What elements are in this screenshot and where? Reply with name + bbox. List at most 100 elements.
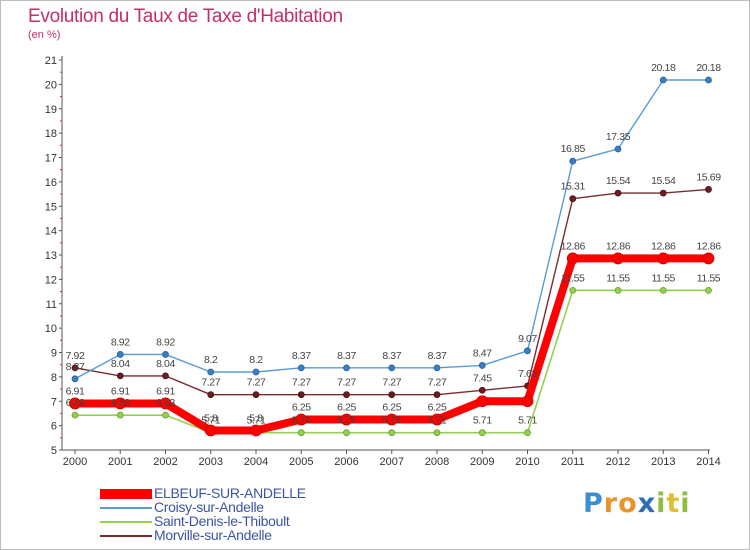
y-tick-label: 10: [45, 323, 57, 335]
data-point: [569, 195, 577, 203]
data-label: 15.54: [651, 175, 676, 187]
data-point: [159, 397, 172, 410]
y-tick-label: 8: [51, 372, 57, 384]
data-label: 5.8: [249, 413, 263, 425]
y-axis-unit: (en %): [28, 29, 61, 41]
legend-swatch: [100, 535, 152, 537]
data-label: 12.86: [651, 240, 676, 252]
data-label: 8.2: [249, 354, 263, 366]
data-label: 5.71: [428, 415, 447, 427]
legend-label: Saint-Denis-le-Thiboult: [154, 513, 290, 529]
data-point: [659, 76, 667, 84]
data-label: 6.91: [66, 385, 85, 397]
data-point: [614, 145, 622, 153]
data-label: 6.25: [337, 402, 356, 414]
data-label: 20.18: [651, 62, 676, 74]
data-label: 15.69: [696, 171, 721, 183]
data-point: [433, 364, 441, 372]
legend-label: ELBEUF-SUR-ANDELLE: [154, 485, 306, 501]
data-label: 15.31: [561, 181, 586, 193]
data-point: [614, 286, 622, 294]
data-point: [69, 397, 81, 410]
data-point: [476, 395, 489, 408]
x-tick-label: 2003: [199, 456, 223, 468]
data-label: 8.92: [156, 336, 175, 348]
data-point: [388, 429, 396, 437]
data-label: 7.27: [292, 377, 311, 389]
data-point: [207, 391, 215, 399]
data-label: 8.04: [156, 358, 175, 370]
x-tick-label: 2011: [561, 456, 585, 468]
data-label: 8.2: [204, 354, 218, 366]
logo-letter: P: [583, 488, 604, 519]
legend-label: Croisy-sur-Andelle: [154, 499, 264, 515]
data-point: [162, 372, 169, 380]
x-tick-label: 2000: [63, 456, 87, 468]
logo-letter: i: [656, 488, 667, 519]
data-label: 8.04: [111, 358, 130, 370]
data-label: 7.92: [66, 350, 85, 362]
data-point: [705, 76, 712, 84]
data-label: 6.25: [292, 402, 311, 414]
logo-letter: i: [680, 488, 691, 519]
data-point: [521, 395, 534, 408]
data-label: 5.71: [337, 415, 356, 427]
x-tick-label: 2012: [606, 456, 630, 468]
y-tick-label: 5: [51, 445, 57, 457]
proxiti-logo: Proxiti: [583, 488, 691, 519]
legend-label: Morville-sur-Andelle: [154, 527, 272, 543]
data-label: 6.43: [66, 397, 85, 409]
y-tick-label: 6: [51, 421, 57, 433]
y-tick-label: 15: [45, 201, 57, 213]
data-point: [614, 189, 622, 197]
data-label: 7.27: [337, 377, 356, 389]
data-point: [343, 364, 350, 372]
data-point: [116, 411, 124, 419]
data-point: [207, 368, 215, 376]
data-point: [657, 252, 670, 265]
data-point: [431, 413, 443, 426]
y-tick-label: 19: [45, 104, 57, 116]
data-point: [71, 364, 79, 372]
y-tick-label: 12: [45, 274, 57, 286]
data-point: [204, 424, 217, 437]
data-point: [478, 429, 486, 437]
data-point: [162, 411, 169, 419]
data-label: 5.71: [473, 415, 492, 427]
data-label: 5.71: [201, 415, 220, 427]
data-point: [252, 391, 260, 399]
data-label: 6.43: [111, 397, 130, 409]
data-label: 12.86: [606, 240, 631, 252]
data-label: 11.55: [561, 272, 585, 284]
legend-swatch: [100, 507, 152, 509]
data-label: 11.55: [606, 272, 630, 284]
data-point: [659, 286, 667, 294]
x-tick-label: 2009: [470, 456, 494, 468]
x-tick-label: 2005: [289, 456, 313, 468]
y-tick-label: 20: [45, 79, 57, 91]
data-label: 6.91: [156, 385, 175, 397]
data-point: [71, 375, 79, 383]
data-label: 20.18: [696, 62, 721, 74]
data-label: 7.45: [473, 372, 492, 384]
data-label: 11.55: [652, 272, 676, 284]
data-label: 8.37: [428, 350, 447, 362]
data-point: [705, 286, 712, 294]
x-tick-label: 2013: [651, 456, 675, 468]
data-label: 8.37: [66, 361, 85, 373]
data-point: [524, 429, 531, 437]
x-tick-label: 2008: [425, 456, 449, 468]
data-label: 5.71: [292, 415, 311, 427]
data-point: [612, 252, 624, 265]
logo-letter: t: [666, 488, 681, 519]
data-label: 17.35: [606, 131, 631, 143]
data-point: [659, 189, 667, 197]
data-label: 6.91: [111, 385, 130, 397]
data-point: [250, 424, 262, 437]
data-point: [478, 386, 486, 394]
data-label: 12.86: [561, 240, 586, 252]
data-point: [162, 351, 169, 358]
y-tick-label: 13: [45, 250, 57, 262]
data-point: [114, 397, 127, 410]
